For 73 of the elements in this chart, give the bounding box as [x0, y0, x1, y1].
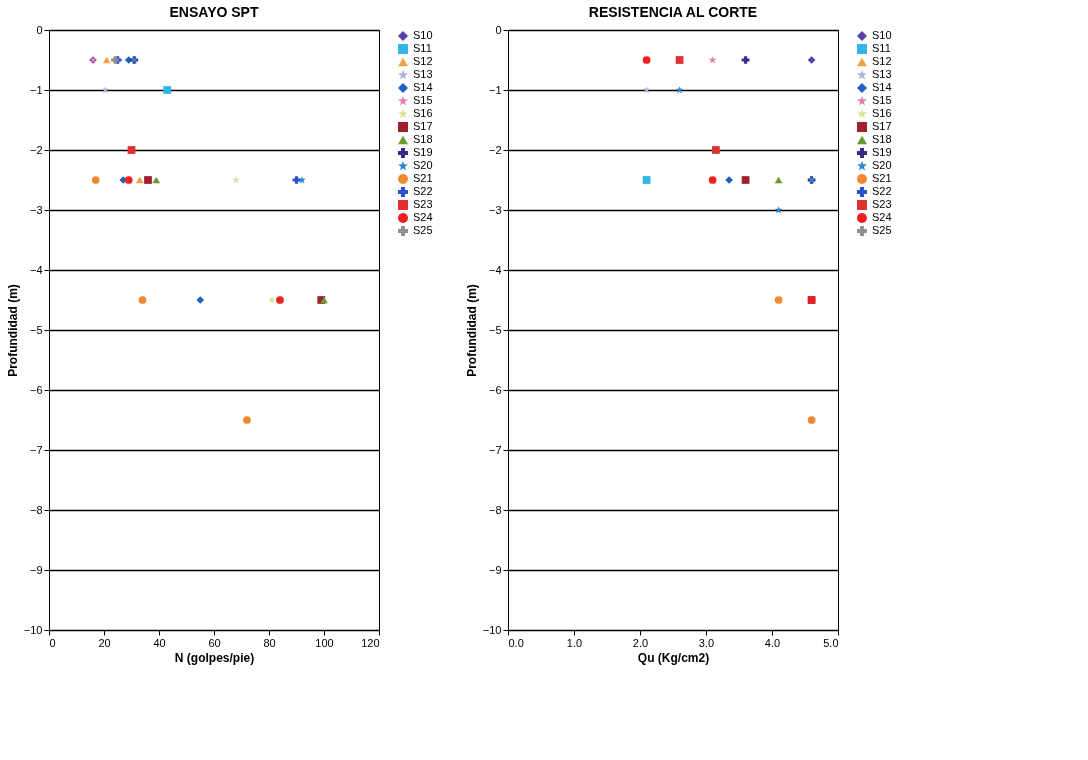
- y-tick-label: −4: [29, 263, 43, 276]
- y-tick-label: −1: [29, 83, 43, 96]
- y-tick-label: −6: [29, 383, 43, 396]
- legend-label: S21: [413, 172, 433, 184]
- legend-label: S11: [413, 42, 432, 54]
- y-tick-label: −5: [29, 323, 43, 336]
- x-tick-label: 40: [153, 636, 166, 649]
- y-axis-title: Profundidad (m): [464, 284, 479, 377]
- legend-label: S10: [413, 29, 433, 41]
- y-tick-label: 0: [495, 23, 502, 36]
- legend-label: S17: [872, 120, 892, 132]
- y-tick-label: −2: [29, 143, 43, 156]
- legend-label: S16: [413, 107, 433, 119]
- y-tick-label: 0: [36, 23, 43, 36]
- x-tick-label: 1.0: [566, 636, 583, 649]
- x-tick-label: 2.0: [632, 636, 649, 649]
- x-tick-label: 4.0: [764, 636, 781, 649]
- legend-label: S18: [872, 133, 892, 145]
- y-tick-label: −6: [488, 383, 502, 396]
- legend-label: S19: [872, 146, 892, 158]
- legend-label: S16: [872, 107, 892, 119]
- chart-title: ENSAYO SPT: [169, 4, 259, 20]
- legend-label: S15: [872, 94, 892, 106]
- y-tick-label: −10: [482, 623, 502, 636]
- x-tick-label: 3.0: [698, 636, 715, 649]
- legend-label: S15: [413, 94, 433, 106]
- legend-label: S23: [413, 198, 433, 210]
- y-tick-label: −7: [29, 443, 43, 456]
- legend-label: S20: [872, 159, 892, 171]
- legend-label: S12: [872, 55, 892, 67]
- x-tick-label: 0.0: [508, 636, 524, 649]
- legend-label: S21: [872, 172, 892, 184]
- y-tick-label: −4: [488, 263, 502, 276]
- legend-label: S10: [872, 29, 892, 41]
- y-tick-label: −8: [488, 503, 502, 516]
- y-axis-title: Profundidad (m): [5, 284, 20, 377]
- legend-label: S24: [872, 211, 892, 223]
- legend-label: S20: [413, 159, 433, 171]
- y-tick-label: −8: [29, 503, 43, 516]
- x-tick-label: 5.0: [823, 636, 839, 649]
- legend-label: S24: [413, 211, 433, 223]
- legend-label: S19: [413, 146, 433, 158]
- x-tick-label: 100: [315, 636, 334, 649]
- y-tick-label: −9: [29, 563, 43, 576]
- legend-label: S11: [872, 42, 891, 54]
- y-tick-label: −5: [488, 323, 502, 336]
- x-axis-title: N (golpes/pie): [174, 650, 255, 665]
- chart-title: RESISTENCIA AL CORTE: [588, 4, 758, 20]
- legend-label: S14: [413, 81, 433, 93]
- legend-label: S25: [872, 224, 892, 236]
- legend-label: S25: [413, 224, 433, 236]
- y-tick-label: −10: [23, 623, 43, 636]
- legend-label: S22: [413, 185, 433, 197]
- y-tick-label: −3: [488, 203, 502, 216]
- legend-label: S12: [413, 55, 433, 67]
- x-tick-label: 80: [263, 636, 276, 649]
- legend-label: S13: [413, 68, 433, 80]
- y-tick-label: −9: [488, 563, 502, 576]
- y-tick-label: −2: [488, 143, 502, 156]
- legend-label: S17: [413, 120, 433, 132]
- x-tick-label: 20: [98, 636, 111, 649]
- legend-label: S18: [413, 133, 433, 145]
- x-axis-title: Qu (Kg/cm2): [637, 650, 710, 665]
- y-tick-label: −7: [488, 443, 502, 456]
- x-tick-label: 120: [361, 636, 380, 649]
- x-tick-label: 0: [49, 636, 56, 649]
- legend-label: S23: [872, 198, 892, 210]
- y-tick-label: −3: [29, 203, 43, 216]
- legend-label: S22: [872, 185, 892, 197]
- x-tick-label: 60: [208, 636, 221, 649]
- legend-label: S14: [872, 81, 892, 93]
- legend-label: S13: [872, 68, 892, 80]
- y-tick-label: −1: [488, 83, 502, 96]
